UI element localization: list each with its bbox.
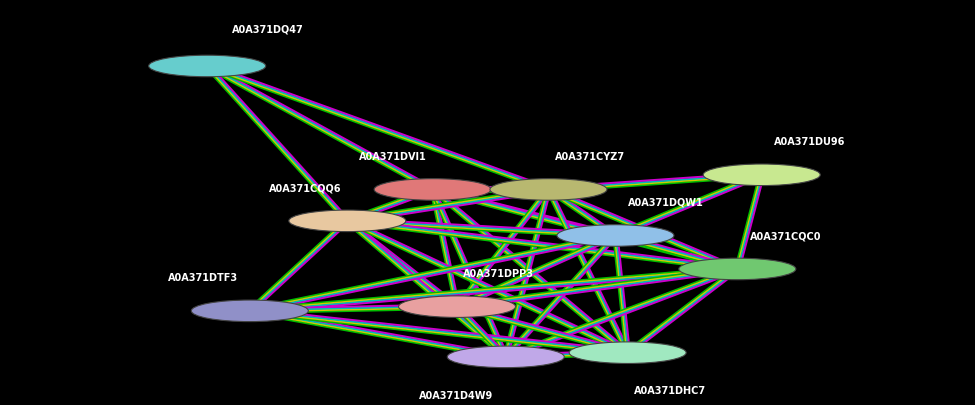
Ellipse shape [679,258,796,280]
Text: A0A371DHC7: A0A371DHC7 [634,386,706,395]
Ellipse shape [374,179,491,201]
Text: A0A371DU96: A0A371DU96 [774,137,845,147]
Ellipse shape [569,342,686,364]
Text: A0A371DTF3: A0A371DTF3 [168,273,238,283]
Ellipse shape [148,56,265,78]
Text: A0A371DPP3: A0A371DPP3 [463,269,534,279]
Ellipse shape [557,225,674,247]
Ellipse shape [489,179,606,201]
Ellipse shape [191,300,308,322]
Ellipse shape [399,296,516,318]
Ellipse shape [703,164,820,186]
Text: A0A371D4W9: A0A371D4W9 [419,390,493,400]
Text: A0A371DQ47: A0A371DQ47 [232,24,303,34]
Text: A0A371DVI1: A0A371DVI1 [359,151,427,162]
Text: A0A371CYZ7: A0A371CYZ7 [555,151,625,162]
Ellipse shape [289,211,406,232]
Text: A0A371CQQ6: A0A371CQQ6 [269,183,341,193]
Text: A0A371CQC0: A0A371CQC0 [750,231,821,241]
Ellipse shape [448,346,565,368]
Text: A0A371DQW1: A0A371DQW1 [628,198,703,207]
